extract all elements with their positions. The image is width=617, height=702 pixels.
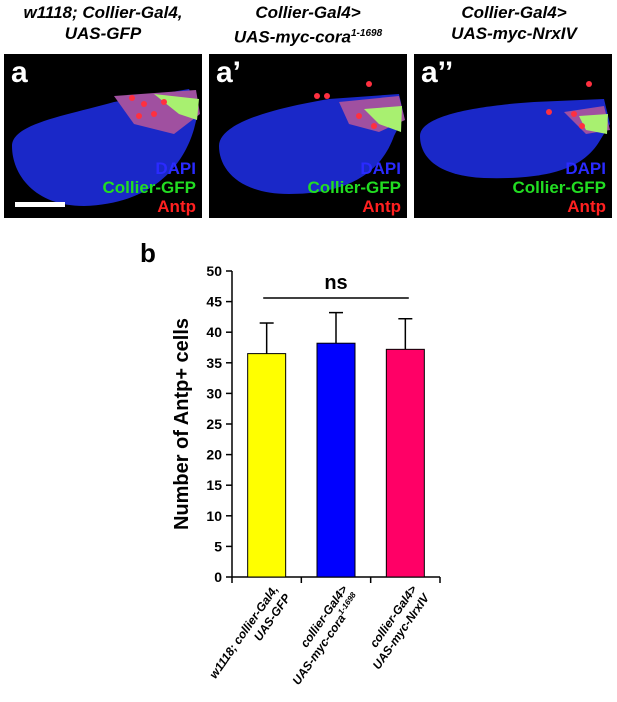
panel-a-legend: DAPI Collier-GFP Antp <box>102 159 196 216</box>
antp-cell <box>546 109 552 115</box>
legend-collier-gfp: Collier-GFP <box>102 178 196 197</box>
y-tick-label: 40 <box>206 324 222 340</box>
column-title-3: Collier-Gal4> UAS-myc-NrxIV <box>414 2 614 44</box>
bar <box>247 353 287 578</box>
column-title-2-line-2-text: UAS-myc-cora <box>233 27 351 47</box>
y-tick-label: 10 <box>206 508 222 524</box>
scale-bar <box>15 202 65 207</box>
antp-cell <box>129 95 135 101</box>
column-title-1: w1118; Collier-Gal4, UAS-GFP <box>3 2 203 44</box>
y-tick-label: 5 <box>214 538 222 554</box>
micrograph-image-a-prime <box>219 81 405 194</box>
panel-letter-a: a <box>11 56 28 89</box>
panel-letter-a-double-prime: a’’ <box>421 56 454 89</box>
gfp-bright-a-double-prime <box>579 114 608 134</box>
legend-antp: Antp <box>567 197 606 216</box>
legend-dapi: DAPI <box>360 159 401 178</box>
antp-cell <box>314 93 320 99</box>
x-category-label: w1118; collier-Gal4,UAS-GFP <box>206 583 294 681</box>
x-category-label: collier-Gal4>UAS-myc-NrxIV <box>367 583 433 672</box>
y-tick-label: 30 <box>206 385 222 401</box>
bar <box>316 342 356 578</box>
antp-cell <box>371 123 377 129</box>
antp-cell <box>366 81 372 87</box>
column-title-2-superscript: 1-1698 <box>351 28 383 39</box>
legend-dapi: DAPI <box>565 159 606 178</box>
column-title-1-line-2: UAS-GFP <box>64 24 142 43</box>
antp-cell <box>579 123 585 129</box>
antp-cell <box>324 93 330 99</box>
y-tick-label: 0 <box>214 569 222 585</box>
antp-cell <box>136 113 142 119</box>
y-tick-label: 35 <box>206 355 222 371</box>
micrograph-image-a <box>12 89 200 206</box>
panel-a-prime-legend: DAPI Collier-GFP Antp <box>307 159 401 216</box>
legend-antp: Antp <box>362 197 401 216</box>
y-axis-label: Number of Antp+ cells <box>171 318 193 530</box>
column-title-3-line-2: UAS-myc-NrxIV <box>451 24 577 43</box>
micrograph-panel-a-prime: a’ DAPI Collier-GFP Antp <box>209 54 407 218</box>
legend-collier-gfp: Collier-GFP <box>307 178 401 197</box>
y-tick-label: 50 <box>206 263 222 279</box>
panel-letter-b: b <box>140 238 156 268</box>
column-title-3-line-1: Collier-Gal4> <box>461 3 567 22</box>
y-tick-label: 25 <box>206 416 222 432</box>
panel-a-double-prime-legend: DAPI Collier-GFP Antp <box>512 159 606 216</box>
gfp-bright-a-prime <box>364 106 402 132</box>
panel-letter-a-prime: a’ <box>216 56 242 89</box>
micrograph-image-a-double-prime <box>420 81 610 179</box>
y-tick-label: 20 <box>206 447 222 463</box>
column-title-2: Collier-Gal4> UAS-myc-cora1-1698 <box>208 2 408 48</box>
bar <box>385 348 425 578</box>
antp-cell <box>571 111 577 117</box>
column-title-2-line-2: UAS-myc-cora1-1698 <box>208 23 408 48</box>
legend-collier-gfp: Collier-GFP <box>512 178 606 197</box>
significance-label: ns <box>324 272 347 294</box>
legend-dapi: DAPI <box>155 159 196 178</box>
antp-cell <box>161 99 167 105</box>
column-title-1-line-1: w1118; Collier-Gal4, <box>23 3 183 22</box>
legend-antp: Antp <box>157 197 196 216</box>
y-tick-label: 15 <box>206 477 222 493</box>
column-title-2-line-1: Collier-Gal4> <box>255 3 361 22</box>
y-tick-label: 45 <box>206 294 222 310</box>
micrograph-panel-a: a DAPI Collier-GFP Antp <box>4 54 202 218</box>
micrograph-panel-a-double-prime: a’’ DAPI Collier-GFP Antp <box>414 54 612 218</box>
antp-cell <box>151 111 157 117</box>
wing-disc-dapi-a-double-prime <box>420 99 610 179</box>
antp-cell <box>356 113 362 119</box>
antp-cell <box>586 81 592 87</box>
antp-cell <box>141 101 147 107</box>
